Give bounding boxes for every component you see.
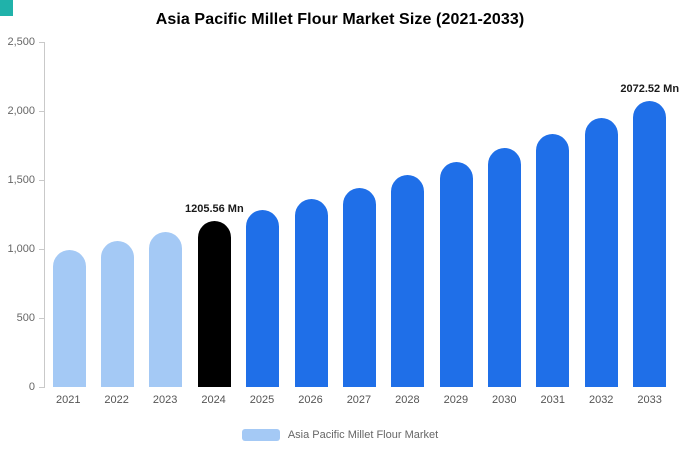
bar-cell-2032 bbox=[577, 42, 625, 387]
y-tick-label-500: 500 bbox=[16, 312, 35, 324]
chart-title: Asia Pacific Millet Flour Market Size (2… bbox=[155, 11, 525, 28]
bar-cell-2033: 2072.52 Mn bbox=[620, 42, 679, 387]
bars: 1205.56 Mn 2072.52 Mn bbox=[45, 42, 679, 387]
x-tick-label-2028: 2028 bbox=[395, 394, 420, 406]
bar-cell-2023 bbox=[142, 42, 190, 387]
x-tick-label-2031: 2031 bbox=[540, 394, 565, 406]
bar-2022[interactable] bbox=[101, 241, 135, 387]
bar-2025[interactable] bbox=[246, 210, 280, 387]
x-tick-label-2025: 2025 bbox=[249, 394, 275, 406]
bar-2024[interactable] bbox=[197, 220, 231, 387]
legend-swatch bbox=[241, 429, 280, 441]
x-tick-label-2026: 2026 bbox=[298, 394, 323, 406]
x-tick-label-2027: 2027 bbox=[346, 394, 372, 406]
bar-2033[interactable] bbox=[633, 101, 667, 387]
bar-cell-2031 bbox=[529, 42, 577, 387]
y-tick-label-2,000: 2,000 bbox=[7, 105, 35, 117]
y-tick-mark bbox=[39, 318, 45, 319]
bar-2032[interactable] bbox=[584, 117, 618, 387]
y-tick-mark bbox=[39, 111, 45, 112]
bar-2030[interactable] bbox=[488, 148, 522, 387]
y-tick-label-1,500: 1,500 bbox=[7, 174, 35, 186]
y-tick-mark bbox=[39, 387, 45, 388]
bar-2028[interactable] bbox=[391, 175, 425, 387]
x-tick-label-2022: 2022 bbox=[104, 394, 129, 406]
bar-cell-2029 bbox=[432, 42, 480, 387]
y-tick-mark bbox=[39, 249, 45, 250]
legend[interactable]: Asia Pacific Millet Flour Market bbox=[0, 429, 680, 441]
corner-accent bbox=[0, 0, 13, 16]
bar-cell-2021 bbox=[45, 42, 93, 387]
bar-2023[interactable] bbox=[149, 232, 183, 387]
y-tick-label-0: 0 bbox=[28, 381, 35, 393]
plot-area: 1205.56 Mn 2072.52 Mn 2,500 2,000 1,500 1,00… bbox=[7, 36, 679, 393]
x-tick-label-2024: 2024 bbox=[201, 394, 226, 406]
x-axis-labels: 2021 2022 2023 2024 2025 2026 2027 2028 2029 2030… bbox=[44, 394, 674, 406]
y-tick-label-2,500: 2,500 bbox=[7, 36, 35, 48]
x-tick-label-2033: 2033 bbox=[637, 394, 662, 406]
x-tick-label-2030: 2030 bbox=[492, 394, 517, 406]
bar-2031[interactable] bbox=[536, 133, 570, 387]
bar-cell-2022 bbox=[94, 42, 142, 387]
bar-cell-2027 bbox=[335, 42, 383, 387]
y-tick-label-1,000: 1,000 bbox=[7, 243, 35, 255]
bar-cell-2024: 1205.56 Mn bbox=[185, 42, 244, 387]
bar-2027[interactable] bbox=[342, 187, 376, 387]
bar-value-label-2024: 1205.56 Mn bbox=[184, 202, 244, 215]
y-tick-mark bbox=[39, 42, 45, 43]
x-tick-label-2021: 2021 bbox=[55, 394, 81, 406]
y-tick-mark bbox=[39, 180, 45, 181]
bar-2029[interactable] bbox=[439, 162, 473, 387]
x-tick-label-2029: 2029 bbox=[443, 394, 469, 406]
legend-label: Asia Pacific Millet Flour Market bbox=[287, 429, 439, 441]
bar-2021[interactable] bbox=[52, 249, 86, 387]
x-tick-label-2023: 2023 bbox=[152, 394, 178, 406]
bar-cell-2025 bbox=[239, 42, 287, 387]
chart-area: 1205.56 Mn 2072.52 Mn 2,500 2,000 1,500 1,00… bbox=[0, 36, 680, 406]
bar-cell-2028 bbox=[384, 42, 432, 387]
bar-cell-2026 bbox=[287, 42, 335, 387]
bar-2026[interactable] bbox=[294, 199, 328, 387]
bar-value-label-2033: 2072.52 Mn bbox=[620, 83, 680, 95]
bar-cell-2030 bbox=[481, 42, 529, 387]
x-tick-label-2032: 2032 bbox=[588, 394, 614, 406]
